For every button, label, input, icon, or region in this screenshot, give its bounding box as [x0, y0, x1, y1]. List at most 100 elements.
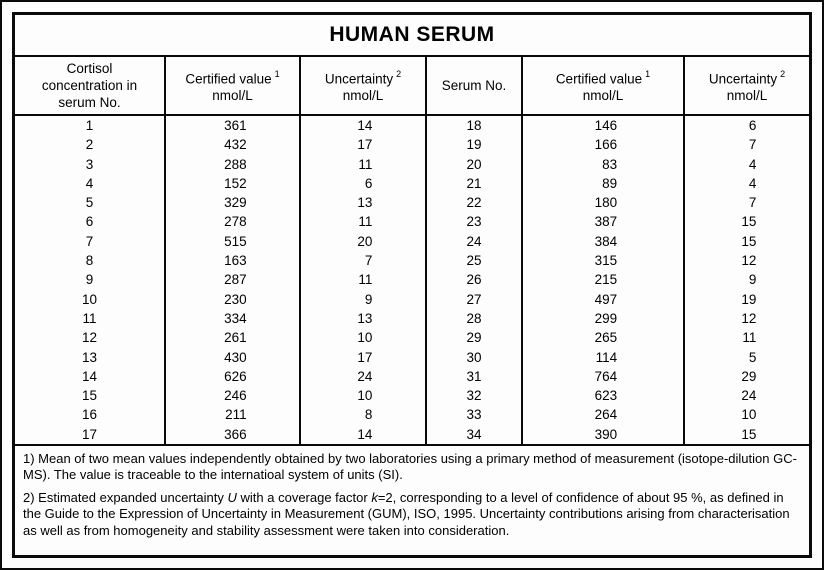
table-cell: 4 — [85, 175, 94, 191]
footnote-ref-1: 1 — [645, 68, 651, 79]
table-cell: 12 — [682, 308, 809, 329]
table-title: HUMAN SERUM — [15, 15, 809, 57]
table-cell: 17 — [299, 347, 425, 367]
table-cell: 26 — [425, 270, 521, 290]
table-cell: 20 — [299, 231, 425, 252]
col-header-label: Uncertainty 2 — [324, 68, 402, 87]
table-cell: 261 — [164, 328, 299, 348]
footnotes: 1) Mean of two mean values independently… — [15, 444, 809, 555]
table-cell: 623 — [520, 386, 683, 406]
table-cell: 25 — [425, 251, 521, 271]
table-cell: 89 — [520, 173, 683, 194]
table-cell: 4 — [682, 173, 809, 194]
table-cell: 5 — [85, 195, 94, 211]
table-cell: 14 — [299, 116, 425, 136]
table-cell: 387 — [520, 212, 683, 232]
table-cell: 626 — [164, 366, 299, 387]
table-cell: 30 — [425, 347, 521, 367]
table-cell: 14 — [299, 424, 425, 445]
table-cell: 8 — [85, 253, 94, 269]
table-cell: 4 — [682, 154, 809, 174]
table-cell: 11 — [682, 328, 809, 348]
table-cell: 6 — [85, 214, 94, 230]
table-cell: 9 — [682, 270, 809, 290]
table-cell: 10 — [299, 386, 425, 406]
table-cell: 432 — [164, 135, 299, 155]
col-header-cortisol-concentration: Cortisol concentration in serum No. — [15, 57, 164, 114]
table-cell: 17 — [82, 426, 98, 442]
italic-U: U — [227, 489, 237, 505]
col-header-label: Serum No. — [441, 78, 507, 93]
table-cell: 13 — [82, 349, 98, 365]
table-cell: 287 — [164, 270, 299, 290]
table-cell: 17 — [299, 135, 425, 155]
table-cell: 24 — [682, 386, 809, 406]
table-cell: 152 — [164, 173, 299, 194]
table-cell: 8 — [299, 405, 425, 425]
italic-k: k — [371, 489, 378, 505]
table-cell: 27 — [425, 289, 521, 309]
table-cell: 114 — [520, 347, 683, 367]
footnote-2: 2) Estimated expanded uncertainty U with… — [23, 489, 790, 538]
table-cell: 11 — [299, 154, 425, 174]
table-cell: 19 — [682, 289, 809, 309]
col-header-unit: nmol/L — [342, 88, 384, 104]
header-row: Cortisol concentration in serum No. Cert… — [15, 57, 809, 116]
table-cell: 497 — [520, 289, 683, 309]
table-cell: 5 — [682, 347, 809, 367]
col-header-certified-value-left: Certified value 1 nmol/L — [164, 57, 299, 114]
col-header-certified-value-right: Certified value 1 nmol/L — [520, 57, 683, 114]
table-cell: 7 — [682, 193, 809, 213]
col-header-label: Cortisol concentration in serum No. — [41, 61, 138, 110]
table-cell: 163 — [164, 251, 299, 271]
table-cell: 11 — [299, 270, 425, 290]
table-cell: 230 — [164, 289, 299, 309]
table-cell: 7 — [85, 233, 94, 249]
table-cell: 16 — [82, 407, 98, 423]
table-cell: 334 — [164, 308, 299, 329]
table-cell: 211 — [164, 405, 299, 425]
data-grid: 1 361 14 18 146 6 2 432 17 19 166 7 3 288 11 20 83 4 4 152 6… — [15, 116, 809, 445]
table-cell: 7 — [682, 135, 809, 155]
table-cell: 15 — [682, 231, 809, 252]
table-cell: 22 — [425, 193, 521, 213]
table-cell: 315 — [520, 251, 683, 271]
table-cell: 29 — [425, 328, 521, 348]
table-cell: 166 — [520, 135, 683, 155]
table-cell: 515 — [164, 231, 299, 252]
table-cell: 23 — [425, 212, 521, 232]
table-cell: 20 — [425, 154, 521, 174]
table-cell: 32 — [425, 386, 521, 406]
table-cell: 28 — [425, 308, 521, 329]
table-cell: 15 — [82, 388, 98, 404]
col-header-uncertainty-left: Uncertainty 2 nmol/L — [299, 57, 425, 114]
table-cell: 34 — [425, 424, 521, 445]
table-cell: 7 — [299, 251, 425, 271]
table-cell: 83 — [520, 154, 683, 174]
table-cell: 18 — [425, 116, 521, 136]
table-cell: 299 — [520, 308, 683, 329]
col-header-label: Certified value 1 — [185, 68, 280, 87]
table-cell: 10 — [82, 291, 98, 307]
col-header-label: Certified value 1 — [555, 68, 651, 87]
footnote-ref-2: 2 — [396, 68, 402, 79]
table-cell: 384 — [520, 231, 683, 252]
table-cell: 146 — [520, 116, 683, 136]
footnote-ref-1: 1 — [274, 68, 280, 79]
table-cell: 215 — [520, 270, 683, 290]
table-cell: 13 — [299, 193, 425, 213]
col-header-serum-no: Serum No. — [425, 57, 521, 114]
col-header-label: Uncertainty 2 — [708, 68, 786, 87]
table-cell: 29 — [682, 366, 809, 387]
table-cell: 265 — [520, 328, 683, 348]
col-header-unit: nmol/L — [212, 88, 253, 104]
table-cell: 1 — [85, 118, 94, 133]
table-cell: 15 — [682, 424, 809, 445]
table-cell: 10 — [682, 405, 809, 425]
table-cell: 14 — [82, 368, 98, 384]
table-cell: 31 — [425, 366, 521, 387]
table-frame: HUMAN SERUM Cortisol concentration in se… — [12, 12, 812, 558]
table-cell: 430 — [164, 347, 299, 367]
footnote-ref-2: 2 — [780, 68, 786, 79]
table-cell: 6 — [299, 173, 425, 194]
